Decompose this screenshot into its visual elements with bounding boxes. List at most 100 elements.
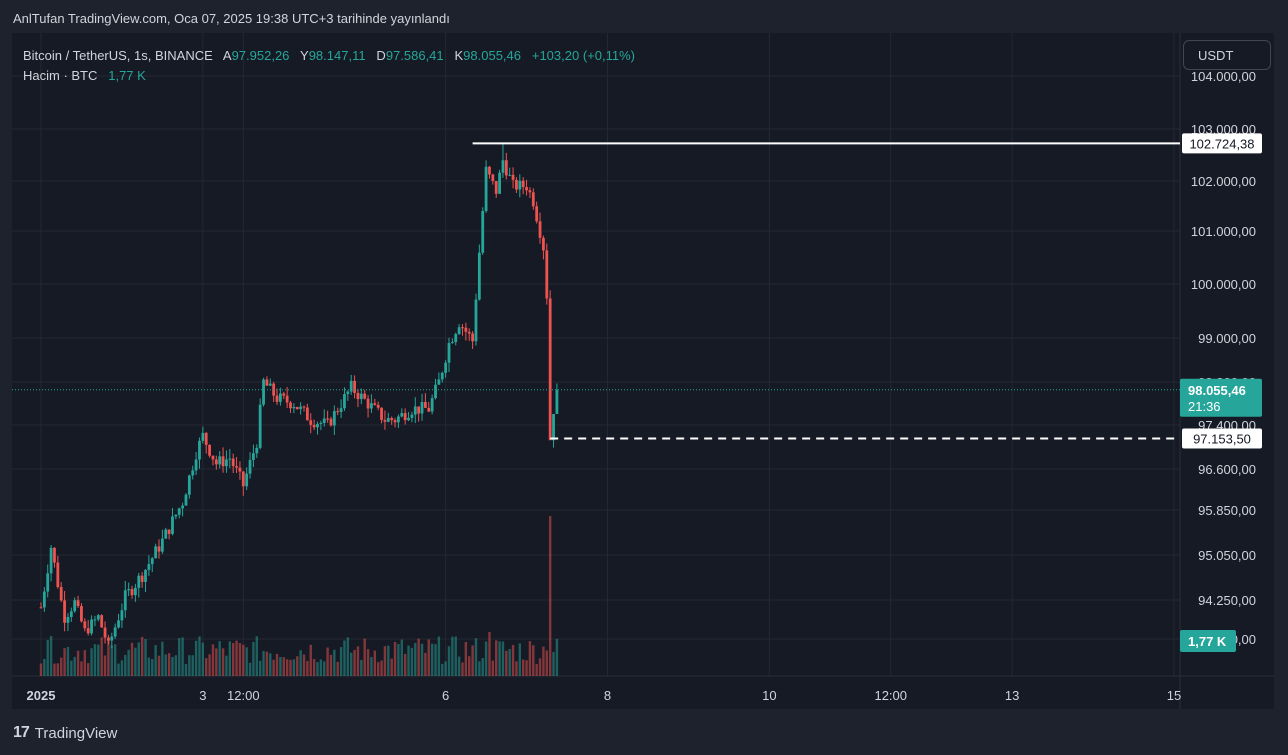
volume-bar: [333, 649, 336, 676]
price-marker-tag: [1182, 133, 1262, 154]
candle-body: [454, 334, 458, 343]
chart-frame[interactable]: 104.000,00 103.000,00 102.000,00 101.000,00…: [12, 33, 1274, 709]
candle-body: [376, 404, 380, 408]
volume-bar: [471, 645, 474, 676]
volume-bar: [380, 660, 383, 676]
volume-bar: [252, 641, 255, 676]
candle-body: [177, 508, 181, 515]
volume-bar: [205, 658, 208, 676]
candle-body: [410, 414, 414, 418]
open-value: 97.952,26: [231, 48, 290, 63]
candle-body: [204, 432, 208, 445]
candle-body: [477, 252, 481, 300]
volume-bar: [238, 643, 242, 676]
candle-body: [427, 407, 431, 412]
candle-body: [228, 458, 232, 460]
volume-bar: [248, 662, 252, 676]
candle-body: [275, 395, 279, 402]
volume-label[interactable]: Hacim · BTC: [23, 68, 98, 83]
volume-bar: [178, 638, 181, 676]
symbol-name[interactable]: Bitcoin / TetherUS, 1s, BINANCE: [23, 48, 213, 63]
time-tick-label: 12:00: [227, 688, 260, 703]
candle-body: [63, 600, 66, 623]
currency-button[interactable]: USDT: [1183, 40, 1271, 70]
candle-body: [511, 174, 515, 180]
time-tick-label: 3: [199, 688, 206, 703]
volume-bar: [161, 641, 164, 676]
volume-bar: [124, 654, 127, 676]
volume-bar: [49, 636, 53, 676]
volume-bar: [498, 641, 501, 676]
volume-bar: [481, 658, 484, 676]
volume-bar: [198, 636, 201, 676]
candle-body: [181, 505, 185, 509]
candle-body: [103, 627, 107, 638]
price-tick-label: 102.000,00: [1191, 174, 1256, 189]
volume-bar: [545, 650, 548, 676]
time-tick-label: 2025: [27, 688, 56, 703]
volume-bar: [356, 646, 360, 676]
candle-body: [484, 166, 488, 212]
volume-bar: [107, 639, 110, 676]
candle-body: [504, 160, 508, 176]
volume-bar: [255, 636, 258, 676]
candle-body: [171, 516, 174, 534]
volume-bar: [376, 662, 380, 676]
volume-bar: [407, 645, 410, 676]
candle-body: [252, 453, 255, 460]
candle-body: [363, 393, 367, 399]
volume-bar: [201, 642, 205, 676]
candle-body: [498, 172, 501, 194]
candle-body: [346, 391, 350, 395]
countdown-label: 21:36: [1188, 399, 1221, 414]
volume-bar: [90, 648, 93, 676]
candle-body: [552, 413, 555, 441]
candle-body: [140, 575, 144, 582]
candle-body: [380, 407, 383, 420]
time-tick-label: 6: [442, 688, 449, 703]
volume-bar: [208, 654, 211, 676]
volume-bar: [282, 657, 285, 676]
candle-body: [430, 398, 434, 412]
volume-bar: [515, 661, 518, 676]
volume-bar: [184, 663, 188, 676]
chart-canvas[interactable]: 104.000,00 103.000,00 102.000,00 101.000,00…: [12, 33, 1274, 709]
candle-body: [393, 420, 397, 423]
volume-bar: [501, 641, 505, 676]
candle-body: [319, 422, 323, 424]
candle-body: [292, 406, 296, 409]
volume-bar: [437, 636, 441, 676]
high-label: Y: [300, 48, 309, 63]
volume-bar: [56, 663, 60, 676]
volume-bar: [164, 654, 167, 676]
candle-body: [262, 379, 265, 405]
price-marker-label: 97.153,50: [1193, 432, 1251, 447]
candle-body: [464, 327, 468, 332]
candle-body: [69, 611, 73, 617]
candle-body: [137, 575, 141, 588]
candle-body: [299, 406, 303, 410]
candle-body: [535, 206, 539, 222]
candle-body: [53, 547, 56, 563]
volume-bar: [258, 660, 262, 676]
volume-bar: [147, 657, 151, 676]
volume-bar: [272, 659, 275, 676]
volume-bar: [417, 638, 420, 676]
footer-brand[interactable]: 17 TradingView: [13, 724, 117, 742]
candle-body: [417, 406, 421, 414]
ohlc-row: Bitcoin / TetherUS, 1s, BINANCE A97.952,…: [23, 46, 635, 66]
volume-bar: [535, 663, 538, 676]
volume-bar: [225, 655, 228, 676]
volume-bar: [134, 647, 137, 676]
volume-bar: [316, 662, 319, 676]
volume-bar: [73, 656, 76, 676]
time-tick-label: 15: [1167, 688, 1181, 703]
candle-body: [494, 180, 498, 194]
candle-body: [444, 362, 448, 373]
candle-body: [201, 432, 205, 441]
time-tick-label: 8: [604, 688, 611, 703]
volume-bar: [427, 639, 430, 676]
volume-bar: [353, 649, 356, 676]
candle-body: [107, 637, 110, 641]
volume-bar: [511, 645, 515, 676]
